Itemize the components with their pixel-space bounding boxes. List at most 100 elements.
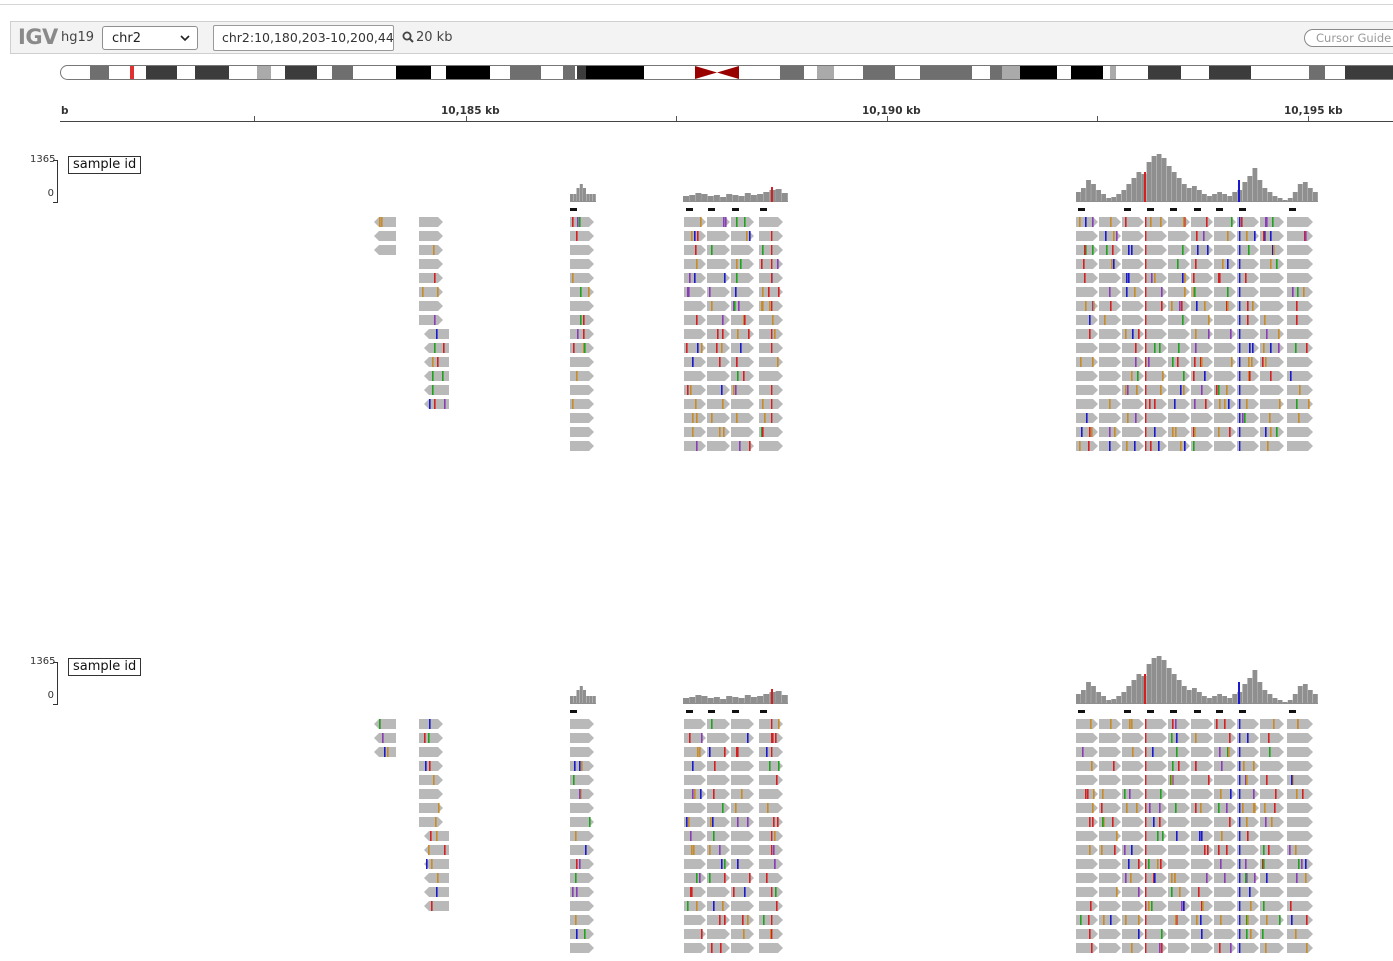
mismatch-mark	[1145, 943, 1147, 953]
mismatch-mark	[1174, 873, 1176, 883]
mismatch-mark	[1159, 817, 1161, 827]
mismatch-mark	[733, 385, 735, 395]
read-alignment	[1287, 845, 1313, 855]
ruler-label-10190kb: 10,190 kb	[862, 105, 921, 117]
mismatch-mark	[721, 343, 723, 353]
mismatch-mark	[1088, 915, 1090, 925]
mismatch-mark	[432, 371, 434, 381]
read-alignment	[1122, 315, 1144, 325]
alignment-canvas[interactable]	[0, 154, 1393, 459]
read-alignment	[1214, 329, 1236, 339]
mismatch-mark	[771, 719, 773, 729]
read-alignment	[684, 747, 706, 757]
alignment-track-1[interactable]: 1365 0 sample id	[0, 154, 1393, 459]
alignment-track-2[interactable]: 1365 0 sample id	[0, 656, 1393, 961]
mismatch-mark	[762, 287, 764, 297]
mismatch-mark	[1247, 733, 1249, 743]
read-alignment	[1214, 259, 1236, 269]
mismatch-mark	[1263, 343, 1265, 353]
mismatch-mark	[1110, 719, 1112, 729]
read-alignment	[1145, 315, 1167, 325]
mismatch-mark	[431, 901, 433, 911]
mismatch-mark	[1081, 427, 1083, 437]
coverage-bar	[1267, 694, 1273, 704]
mismatch-mark	[1265, 817, 1267, 827]
mismatch-mark	[694, 789, 696, 799]
mismatch-mark	[778, 761, 780, 771]
genomic-ruler[interactable]: b 10,185 kb 10,190 kb 10,195 kb	[60, 100, 1393, 125]
feature-segment	[1289, 710, 1296, 713]
mismatch-mark	[1135, 343, 1137, 353]
read-alignment	[1287, 427, 1313, 437]
mismatch-mark	[1182, 273, 1184, 283]
mismatch-mark	[1302, 789, 1304, 799]
coverage-bar	[1126, 686, 1132, 704]
mismatch-mark	[1158, 441, 1160, 451]
mismatch-mark	[1159, 943, 1161, 953]
read-alignment	[1076, 441, 1098, 451]
mismatch-mark	[1239, 901, 1241, 911]
alignment-canvas[interactable]	[0, 656, 1393, 961]
read-alignment	[1287, 747, 1313, 757]
read-alignment	[1122, 399, 1144, 409]
read-alignment	[1076, 259, 1098, 269]
mismatch-mark	[1201, 831, 1203, 841]
genome-label[interactable]: hg19	[61, 30, 95, 45]
cursor-guide-button[interactable]: Cursor Guide	[1304, 29, 1393, 47]
mismatch-mark	[1239, 287, 1241, 297]
mismatch-mark	[762, 245, 764, 255]
read-alignment	[570, 343, 594, 353]
read-alignment	[731, 399, 754, 409]
mismatch-mark	[1145, 803, 1147, 813]
mismatch-mark	[1082, 747, 1084, 757]
coverage-bar	[1222, 696, 1227, 704]
read-alignment	[1145, 803, 1167, 813]
mismatch-mark	[1175, 803, 1177, 813]
mismatch-mark	[572, 217, 574, 227]
mismatch-mark	[1239, 719, 1241, 729]
chromosome-select[interactable]: chr2	[102, 26, 198, 50]
coverage-bar	[586, 696, 590, 704]
read-alignment	[1122, 789, 1144, 799]
mismatch-mark	[573, 343, 575, 353]
mismatch-mark	[1219, 399, 1221, 409]
mismatch-mark	[720, 943, 722, 953]
read-alignment	[1122, 831, 1144, 841]
coverage-mismatch-bar	[771, 187, 773, 202]
mismatch-mark	[1145, 859, 1147, 869]
read-alignment	[684, 831, 706, 841]
mismatch-mark	[1092, 245, 1094, 255]
read-alignment	[1145, 343, 1167, 353]
mismatch-mark	[1269, 413, 1271, 423]
read-alignment	[1191, 873, 1213, 883]
locus-search-input[interactable]: chr2:10,180,203-10,200,44	[213, 25, 394, 51]
read-alignment	[1168, 817, 1190, 827]
read-alignment	[1145, 873, 1167, 883]
read-alignment	[1168, 273, 1190, 283]
chromosome-ideogram[interactable]	[60, 65, 1393, 80]
mismatch-mark	[1145, 273, 1147, 283]
mismatch-mark	[1253, 789, 1255, 799]
mismatch-mark	[1295, 343, 1297, 353]
mismatch-mark	[429, 399, 431, 409]
mismatch-mark	[1145, 399, 1147, 409]
read-alignment	[1260, 803, 1284, 813]
read-alignment	[1122, 301, 1144, 311]
mismatch-mark	[1178, 761, 1180, 771]
mismatch-mark	[737, 859, 739, 869]
igv-logo[interactable]: IGV	[18, 25, 58, 49]
mismatch-mark	[1208, 329, 1210, 339]
coverage-bar	[1121, 692, 1127, 704]
read-alignment	[570, 775, 594, 785]
mismatch-mark	[1239, 357, 1241, 367]
mismatch-mark	[1161, 943, 1163, 953]
mismatch-mark	[1128, 859, 1130, 869]
mismatch-mark	[1145, 357, 1147, 367]
read-alignment	[1145, 427, 1167, 437]
read-alignment	[1122, 845, 1144, 855]
read-alignment	[1168, 803, 1190, 813]
mismatch-mark	[1101, 845, 1103, 855]
mismatch-mark	[1178, 343, 1180, 353]
mismatch-mark	[1228, 747, 1230, 757]
mismatch-mark	[444, 399, 446, 409]
